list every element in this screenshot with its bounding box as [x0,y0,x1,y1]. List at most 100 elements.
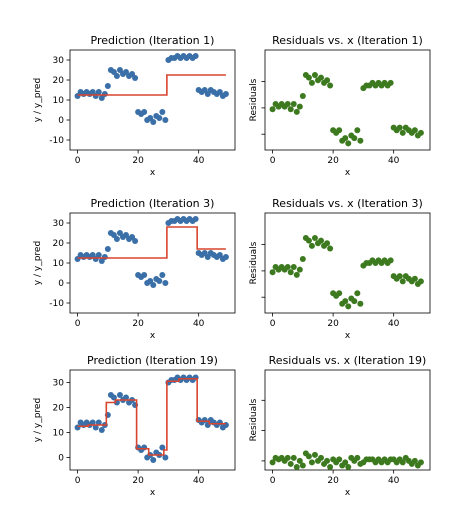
x-tick-label: 40 [193,156,205,166]
residual-point [287,460,294,467]
residual-point [342,459,349,466]
residual-point [411,127,418,134]
axes-frame [69,49,236,151]
data-point [95,252,102,258]
residual-point [318,74,325,81]
prediction-line [77,74,226,96]
y-tick-label: -10 [49,299,64,309]
data-point [95,419,102,426]
data-point [95,89,102,95]
residual-point [327,82,334,89]
residual-point [417,129,424,136]
data-point [132,75,139,81]
data-point [162,454,169,461]
residual-point [287,269,294,276]
data-point [192,216,199,222]
x-tick-label: 20 [132,476,144,486]
chart-title: Residuals vs. x (Iteration 19) [269,354,427,367]
residual-point [351,135,358,142]
residual-point [296,457,303,464]
residual-point [417,459,424,466]
y-tick-label: -10 [49,136,64,146]
data-point [162,280,169,286]
residual-point [296,103,303,110]
residual-point [345,140,352,147]
subplot-res3: Residuals vs. x (Iteration 3) 0 20 40 x Resid… [249,197,431,341]
y-axis-label: Residuals [249,398,259,441]
subplot-pred19: Prediction (Iteration 19) 0 20 40 0 10 20 30 x y … [33,354,236,498]
residual-point [318,454,325,461]
residual-point [308,79,315,86]
residual-point [387,257,394,264]
x-tick-label: 20 [327,319,339,329]
axes-frame [264,212,431,314]
residual-point [324,77,331,84]
x-tick-label: 0 [270,476,276,486]
subplot-pred3: Prediction (Iteration 3) 0 20 40 -10 0 10 20 30 x… [33,197,236,341]
y-tick-label: 0 [58,454,64,464]
residual-point [299,462,306,469]
data-point [156,115,163,121]
data-point [150,282,157,288]
x-tick-label: 20 [132,156,144,166]
data-point [132,238,139,244]
residual-point [399,129,406,136]
y-tick-label: 20 [53,239,65,249]
residual-point [293,271,300,278]
y-axis-label: y / y_pred [33,398,43,442]
x-tick-label: 40 [388,476,400,486]
data-point [216,419,223,426]
y-axis-label: y / y_pred [33,78,43,122]
data-point [141,444,148,451]
residual-point [396,124,403,131]
residual-point [336,127,343,134]
axes-frame [264,49,431,151]
y-axis-label: Residuals [249,78,259,121]
residual-point [269,106,276,113]
residual-point [345,463,352,470]
data-point [89,419,96,426]
x-axis-label: x [345,331,351,341]
x-tick-label: 0 [75,319,81,329]
chart-title: Prediction (Iteration 19) [87,354,218,367]
prediction-line [77,377,226,456]
residual-point [417,278,424,285]
y-tick-label: 0 [58,116,64,126]
residual-point [269,269,276,276]
residual-point [342,298,349,305]
residual-point [290,263,297,270]
y-tick-label: 20 [53,404,65,414]
y-tick-label: 10 [53,96,65,106]
residual-point [293,463,300,470]
data-point [159,109,166,115]
residual-point [284,100,291,107]
x-tick-label: 0 [75,476,81,486]
x-tick-label: 40 [388,319,400,329]
data-point [98,427,105,433]
plot-area [269,72,424,147]
residual-point [299,93,306,100]
data-point [104,246,111,252]
residual-point [324,457,331,464]
data-point [156,278,163,284]
residual-point [351,298,358,305]
chart-title: Residuals vs. x (Iteration 1) [272,34,423,47]
data-point [150,119,157,125]
axes-frame [69,212,236,314]
residual-point [354,454,361,461]
residual-point [284,263,291,270]
plot-area [74,374,229,463]
residual-point [311,235,318,241]
y-tick-label: 20 [53,76,65,86]
residual-point [327,463,334,470]
x-tick-label: 0 [270,319,276,329]
chart-title: Prediction (Iteration 3) [91,197,215,210]
data-point [192,53,199,59]
data-point [104,83,111,89]
residual-point [327,245,334,252]
residual-point [284,454,291,461]
x-tick-label: 20 [327,476,339,486]
subplot-pred1: Prediction (Iteration 1) 0 20 40 -10 0 10 20 30 x… [33,34,236,178]
x-axis-label: x [150,331,156,341]
residual-point [411,275,418,282]
